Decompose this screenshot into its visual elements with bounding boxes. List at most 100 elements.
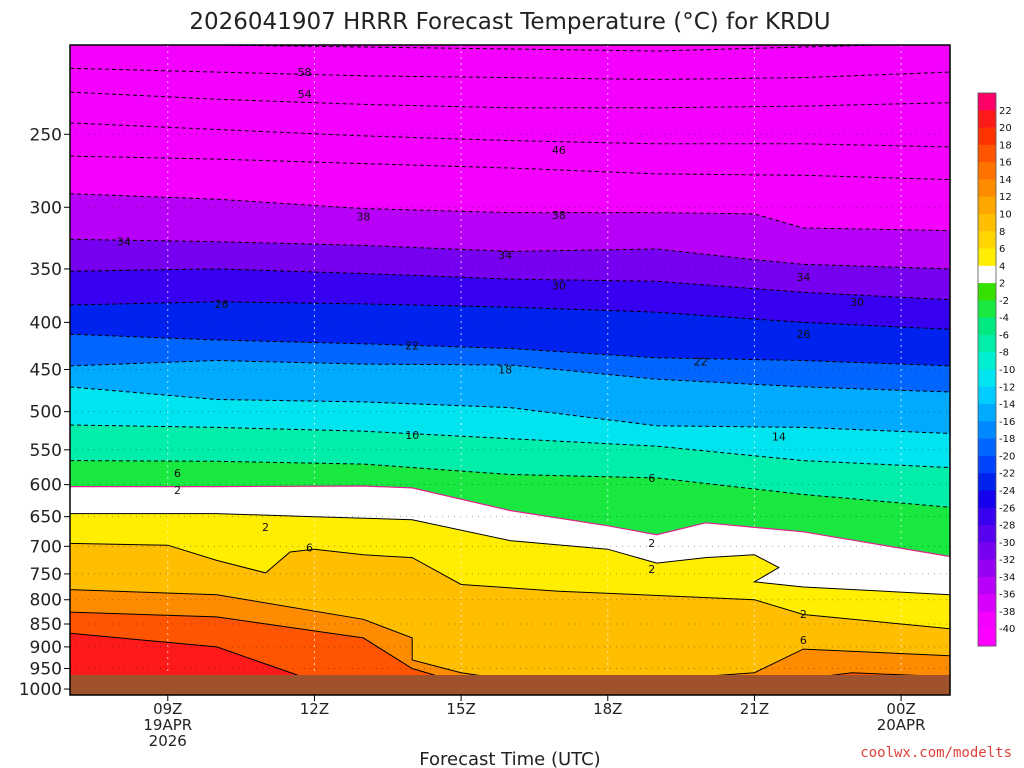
colorbar-label: 8 [999,227,1005,238]
colorbar-swatch [978,594,996,612]
colorbar-swatch [978,438,996,457]
isotherm-line [70,513,950,596]
colorbar-label: -28 [999,521,1015,532]
y-tick-label: 300 [30,198,62,218]
colorbar-swatch [978,525,996,543]
x-tick-label: 09Z [153,700,182,718]
isotherm-line [70,485,950,558]
contour-label: 26 [215,298,229,311]
colorbar-label: -22 [999,469,1015,480]
contour-label: 6 [648,472,655,485]
contour-label: 30 [850,296,864,309]
colorbar-swatch [978,490,996,509]
colorbar-swatch [978,248,996,267]
colorbar-label: 4 [999,261,1005,272]
contour-label: 2 [648,563,655,576]
colorbar-label: 10 [999,210,1012,221]
contour-label: 2 [262,521,269,534]
y-tick-label: 1000 [19,680,62,700]
isotherm-line [70,193,950,232]
chart-title: 2026041907 HRRR Forecast Temperature (°C… [189,9,830,35]
contour-label: 6 [306,541,313,554]
x-tick-label: 21Z [740,700,769,718]
contour-label: 34 [117,236,131,249]
contour-label: 6 [800,634,807,647]
colorbar-swatch [978,317,996,336]
contour-label: 38 [552,209,566,222]
colorbar-label: -12 [999,382,1015,393]
colorbar-label: -32 [999,555,1015,566]
colorbar-label: 18 [999,140,1012,151]
isotherm-line [70,238,950,270]
y-tick-label: 600 [30,476,62,496]
temperature-field [70,45,950,695]
y-tick-label: 250 [30,125,62,145]
colorbar-label: 12 [999,192,1012,203]
contour-label: 2 [800,608,807,621]
y-tick-label: 350 [30,260,62,280]
colorbar-label: 6 [999,244,1005,255]
colorbar-swatch [978,404,996,422]
y-tick-label: 650 [30,508,62,528]
colorbar-label: -38 [999,607,1015,618]
y-tick-label: 750 [30,565,62,585]
colorbar-swatch [978,300,996,319]
y-tick-label: 850 [30,615,62,635]
y-tick-label: 500 [30,403,62,423]
colorbar-swatch [978,213,996,232]
colorbar-swatch [978,628,996,647]
colorbar-swatch [978,576,996,595]
colorbar-label: -36 [999,590,1015,601]
contour-label: 10 [405,429,419,442]
contour-label: 2 [174,484,181,497]
colorbar-swatch [978,265,996,284]
colorbar-swatch [978,283,996,301]
colorbar-swatch [978,369,996,388]
colorbar-label: -18 [999,434,1015,445]
contour-label: 54 [298,88,312,101]
chart-grid [70,45,950,695]
colorbar-label: -8 [999,348,1009,359]
contour-label: 2 [648,537,655,550]
colorbar-swatch [978,473,996,491]
colorbar-label: -4 [999,313,1009,324]
colorbar-swatch [978,386,996,405]
x-tick-label: 12Z [300,700,329,718]
x-tick-label: 19APR [143,716,192,734]
colorbar-swatch [978,611,996,630]
contour-label: 34 [498,249,512,262]
y-tick-label: 900 [30,638,62,658]
contour-label: 22 [694,355,708,368]
y-tick-label: 700 [30,537,62,557]
colorbar-label: -6 [999,330,1009,341]
y-tick-label: 550 [30,441,62,461]
contour-label: 6 [174,467,181,480]
colorbar-swatch [978,127,996,146]
colorbar-swatch [978,162,996,180]
colorbar-swatch [978,559,996,578]
contour-label: 26 [796,328,810,341]
colorbar-swatch [978,231,996,249]
contour-label: 30 [552,280,566,293]
y-tick-label: 950 [30,660,62,680]
y-tick-label: 450 [30,361,62,381]
colorbar-swatch [978,196,996,215]
colorbar-label: -16 [999,417,1015,428]
y-tick-label: 800 [30,591,62,611]
contour-label: 22 [405,340,419,353]
colorbar-label: -24 [999,486,1015,497]
colorbar-label: -14 [999,400,1015,411]
colorbar-swatch [978,507,996,526]
colorbar-label: 2 [999,279,1005,290]
contour-label: 46 [552,144,566,157]
colorbar-swatch [978,334,996,353]
colorbar-label: -10 [999,365,1015,376]
isotherm-line [70,542,950,630]
colorbar-swatch [978,455,996,474]
colorbar-label: 14 [999,175,1012,186]
x-tick-label: 15Z [446,700,475,718]
isotherm-line [70,386,950,434]
